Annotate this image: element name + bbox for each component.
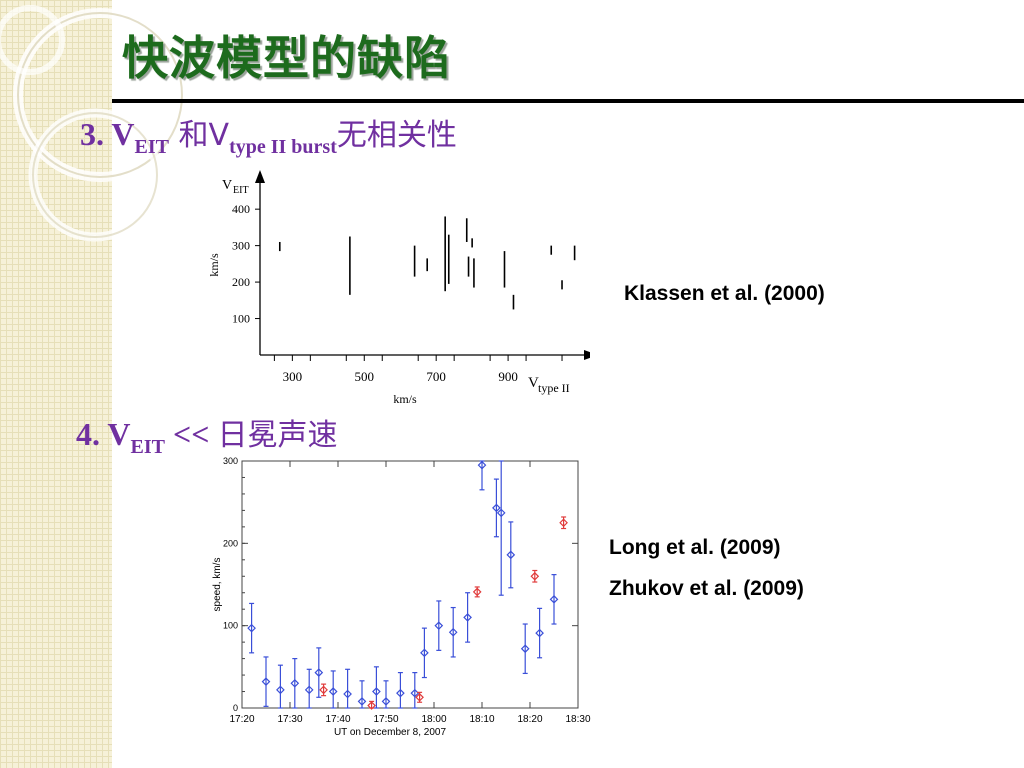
y-tick-label: 100: [223, 621, 238, 631]
point-4-op: <<: [165, 416, 218, 452]
data-point: [276, 685, 285, 695]
x-tick-label: 300: [283, 369, 303, 384]
x-tick-label: 17:40: [325, 714, 350, 725]
data-point: [415, 692, 424, 702]
point-3-tail: 无相关性: [336, 118, 457, 153]
x-axis-units: km/s: [393, 392, 417, 405]
y-tick-label: 0: [233, 703, 238, 713]
y-tick-label: 400: [232, 202, 250, 216]
data-point: [496, 508, 506, 518]
y-tick-label: 200: [232, 275, 250, 289]
data-point: [343, 689, 352, 699]
plot-frame: [241, 460, 579, 709]
data-point: [463, 613, 472, 622]
data-point: [247, 623, 256, 633]
x-tick-label: 18:00: [421, 714, 446, 725]
x-tick-label: 900: [498, 369, 517, 384]
point-4-heading: 4. VEIT << 日冕声速: [76, 410, 337, 459]
data-point: [472, 587, 482, 597]
data-point: [492, 503, 501, 513]
data-point: [448, 627, 458, 637]
y-tick-label: 300: [232, 239, 250, 253]
data-point: [314, 668, 324, 677]
x-tick-label: 18:30: [565, 714, 590, 725]
point-3-number: 3. V: [80, 116, 135, 152]
x-tick-label: 17:30: [277, 714, 302, 725]
x-axis-label: UT on December 8, 2007: [334, 727, 447, 738]
x-tick-label: 18:10: [469, 714, 494, 725]
data-point: [328, 687, 338, 696]
data-point: [477, 460, 487, 470]
decorative-rings: [0, 5, 187, 242]
data-point: [381, 697, 391, 706]
title-divider: [112, 99, 1024, 103]
page-title: 快波模型的缺陷: [122, 31, 451, 85]
data-point: [520, 644, 530, 654]
reference-zhukov: Zhukov et al. (2009): [609, 577, 804, 600]
data-point: [290, 678, 300, 688]
point-4-tail: 日冕声速: [217, 418, 338, 453]
point-4-number: 4. V: [76, 416, 131, 452]
data-point: [434, 621, 444, 631]
data-point: [549, 594, 559, 604]
data-point: [396, 688, 405, 698]
data-point: [261, 677, 271, 687]
reference-klassen: Klassen et al. (2000): [624, 282, 825, 305]
y-axis-arrow-icon: [255, 170, 265, 183]
data-point: [420, 648, 429, 658]
x-tick-label: 700: [426, 369, 446, 384]
point-3-heading: 3. VEIT 和Vtype II burst无相关性: [80, 110, 457, 159]
chart-speed-vs-time: 0 100 200 300 17:20 17:30 17:40 17:50 18:00 18:10…: [212, 456, 591, 738]
x-axis-label: V: [528, 375, 539, 391]
point-4-sub-eit: EIT: [130, 436, 165, 458]
data-point: [535, 628, 544, 638]
x-tick-label: 18:20: [517, 714, 542, 725]
reference-long: Long et al. (2009): [609, 536, 781, 559]
data-point: [559, 518, 568, 528]
y-axis-label: speed, km/s: [212, 558, 223, 612]
y-tick-label: 200: [223, 538, 238, 548]
data-point: [506, 550, 516, 560]
x-tick-label: 17:50: [373, 714, 398, 725]
x-tick-label: 17:20: [229, 714, 254, 725]
x-tick-label: 500: [355, 369, 375, 384]
point-3-and: 和V: [169, 118, 230, 153]
point-3-sub-type2: type II burst: [229, 136, 337, 158]
data-point: [319, 685, 328, 695]
data-point: [372, 687, 381, 696]
data-point: [304, 685, 314, 695]
x-axis-arrow-icon: [584, 350, 590, 360]
y-tick-label: 300: [223, 456, 238, 466]
y-axis-label: V: [222, 178, 232, 193]
data-point: [357, 697, 367, 706]
y-axis-units: km/s: [207, 253, 221, 277]
y-axis-label-sub: EIT: [233, 185, 249, 196]
data-point: [367, 701, 376, 710]
data-point: [530, 571, 540, 581]
point-3-sub-eit: EIT: [134, 136, 169, 158]
x-axis-label-sub: type II: [538, 381, 570, 395]
y-tick-label: 100: [232, 312, 250, 326]
